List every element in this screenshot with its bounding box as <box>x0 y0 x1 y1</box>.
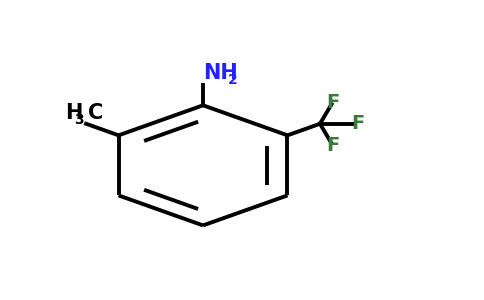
Text: 3: 3 <box>75 112 84 127</box>
Text: F: F <box>351 114 364 133</box>
Text: NH: NH <box>203 63 238 83</box>
Text: 2: 2 <box>227 73 237 87</box>
Text: F: F <box>326 136 339 155</box>
Text: H: H <box>65 103 82 123</box>
Text: C: C <box>88 103 103 123</box>
Text: F: F <box>326 93 339 112</box>
